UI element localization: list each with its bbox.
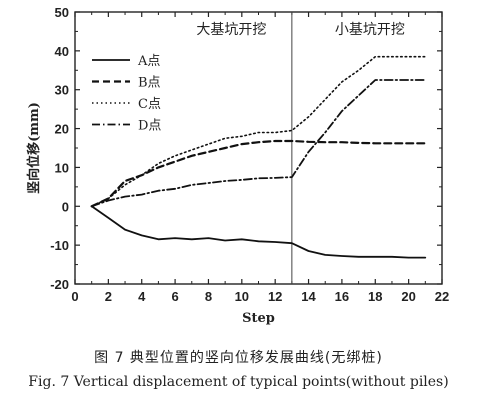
series-line-1 — [90, 205, 427, 259]
y-tick-label: 40 — [55, 44, 69, 59]
series-line-4 — [90, 79, 427, 208]
x-tick-label: 10 — [235, 289, 249, 304]
series-layer — [90, 55, 427, 259]
x-axis-title: Step — [242, 311, 275, 326]
y-tick-label: 10 — [55, 160, 69, 175]
plot-frame — [74, 11, 443, 285]
legend-label-1: A点 — [137, 54, 160, 69]
region-label-large-pit: 大基坑开挖 — [196, 21, 266, 38]
x-tick-label: 16 — [335, 289, 349, 304]
x-tick-label: 22 — [435, 289, 449, 304]
series-line-2 — [90, 139, 427, 208]
x-tick-label: 20 — [401, 289, 415, 304]
y-tick-label: -20 — [50, 277, 69, 292]
displacement-chart: 0 2 4 6 8 10 12 14 16 18 20 22 -20 -10 0 10 20 30 40 50 A点 B… — [26, 5, 449, 326]
series-line-3 — [90, 55, 427, 208]
legend-label-4: D点 — [138, 119, 161, 134]
y-tick-label: 20 — [55, 122, 69, 137]
legend-label-3: C点 — [138, 97, 161, 112]
y-tick-label: 0 — [62, 199, 69, 214]
region-label-small-pit: 小基坑开挖 — [335, 21, 405, 38]
x-tick-label: 18 — [368, 289, 382, 304]
x-tick-label: 14 — [301, 289, 316, 304]
figure-caption-english: Fig. 7 Vertical displacement of typical … — [28, 374, 449, 390]
x-tick-label: 12 — [268, 289, 282, 304]
y-tick-label: 30 — [55, 83, 69, 98]
x-tick-label: 6 — [171, 289, 178, 304]
y-tick-label: -10 — [50, 238, 69, 253]
y-axis-title: 竖向位移(mm) — [26, 102, 42, 194]
axes-layer: 0 2 4 6 8 10 12 14 16 18 20 22 -20 -10 0 10 20 30 40 50 — [50, 5, 449, 304]
x-tick-label: 0 — [71, 289, 78, 304]
figure-caption-chinese: 图 7 典型位置的竖向位移发展曲线(无绑桩) — [94, 350, 383, 366]
x-tick-label: 2 — [105, 289, 112, 304]
legend: A点 B点 C点 D点 — [92, 54, 161, 134]
y-tick-label: 50 — [55, 5, 69, 20]
x-tick-label: 8 — [205, 289, 212, 304]
x-tick-label: 4 — [138, 289, 146, 304]
legend-label-2: B点 — [138, 76, 161, 91]
